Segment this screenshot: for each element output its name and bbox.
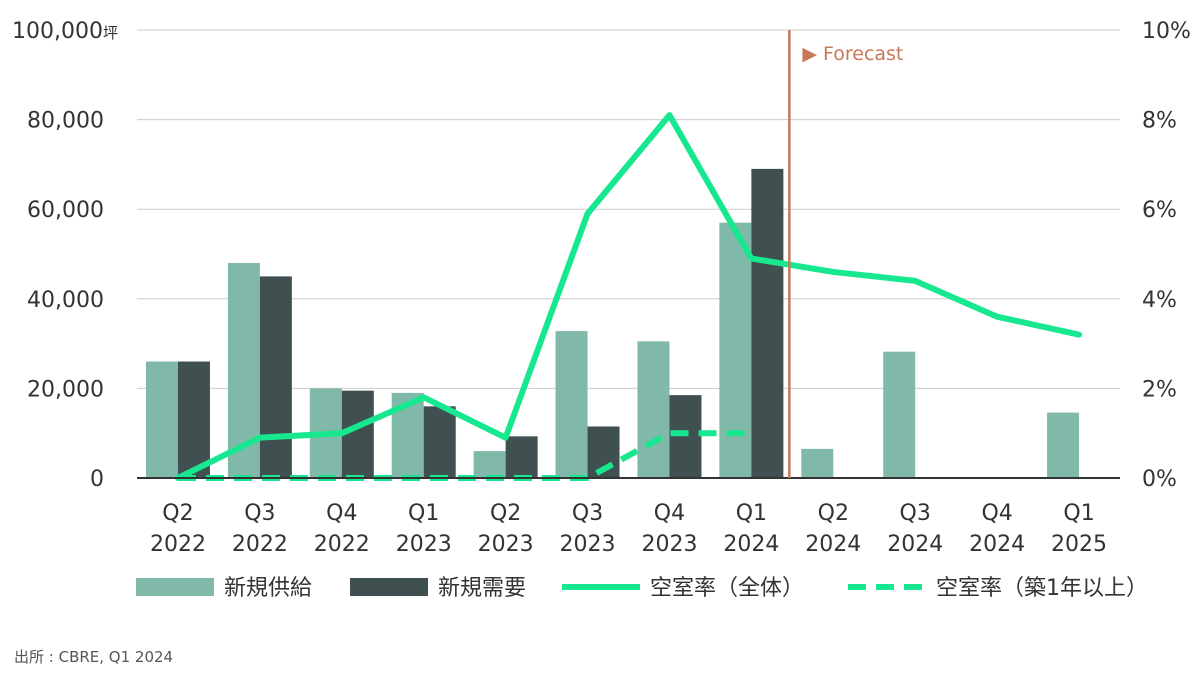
x-tick-quarter: Q3 — [244, 501, 275, 526]
legend-vacancy-total-label: 空室率（全体） — [650, 576, 804, 601]
x-tick-quarter: Q4 — [326, 501, 357, 526]
x-tick-year: 2023 — [641, 532, 697, 557]
bar-new-demand — [669, 395, 702, 478]
x-tick-quarter: Q1 — [736, 501, 767, 526]
right-axis-tick-label: 8% — [1142, 109, 1177, 134]
x-tick-quarter: Q4 — [981, 501, 1012, 526]
x-tick-quarter: Q3 — [900, 501, 931, 526]
x-tick-quarter: Q1 — [1063, 501, 1094, 526]
legend-new-supply-swatch — [136, 578, 214, 596]
legend-vacancy-1yr-plus-label: 空室率（築1年以上） — [936, 576, 1148, 601]
bar-new-demand — [341, 390, 374, 478]
right-axis-tick-label: 10% — [1142, 19, 1191, 44]
bar-new-supply — [637, 341, 670, 478]
legend: 新規供給 新規需要 空室率（全体） 空室率（築1年以上） — [136, 576, 1148, 601]
x-tick-quarter: Q1 — [408, 501, 439, 526]
x-tick-quarter: Q4 — [654, 501, 685, 526]
x-tick-year: 2022 — [150, 532, 206, 557]
x-tick-year: 2023 — [396, 532, 452, 557]
left-axis-unit: 坪 — [103, 24, 118, 42]
bar-new-supply — [801, 448, 834, 478]
source-note: 出所 : CBRE, Q1 2024 — [14, 648, 174, 666]
x-tick-quarter: Q2 — [818, 501, 849, 526]
right-axis-tick-label: 4% — [1142, 288, 1177, 313]
right-axis-tick-label: 0% — [1142, 467, 1177, 492]
x-tick-quarter: Q3 — [572, 501, 603, 526]
right-axis-tick-label: 2% — [1142, 377, 1177, 402]
right-axis-tick-label: 6% — [1142, 198, 1177, 223]
x-tick-year: 2024 — [805, 532, 861, 557]
bar-new-demand — [259, 276, 292, 478]
left-axis-tick-label: 40,000 — [27, 288, 104, 313]
x-tick-year: 2025 — [1051, 532, 1107, 557]
x-tick-year: 2024 — [969, 532, 1025, 557]
bar-new-supply — [1047, 412, 1080, 478]
x-tick-year: 2023 — [560, 532, 616, 557]
left-axis-tick-label: 20,000 — [27, 377, 104, 402]
bar-new-demand — [423, 406, 456, 478]
bar-new-supply — [145, 361, 178, 478]
bar-new-supply — [719, 222, 752, 478]
bar-new-supply — [473, 451, 506, 478]
bar-new-demand — [751, 168, 784, 478]
left-axis-tick-label: 100,000坪 — [12, 19, 118, 44]
bar-new-demand — [177, 361, 210, 478]
legend-new-demand-swatch — [350, 578, 428, 596]
left-axis-tick-label: 0 — [90, 467, 104, 492]
legend-new-supply-label: 新規供給 — [224, 576, 312, 601]
x-tick-year: 2023 — [478, 532, 534, 557]
x-tick-quarter: Q2 — [490, 501, 521, 526]
x-tick-year: 2022 — [232, 532, 288, 557]
bars — [145, 168, 1080, 478]
bar-new-demand — [505, 436, 538, 478]
forecast-label: ▶ Forecast — [802, 43, 903, 65]
line-vacancy-total — [174, 112, 1083, 481]
x-tick-year: 2024 — [887, 532, 943, 557]
legend-new-demand-label: 新規需要 — [438, 576, 526, 601]
x-tick-year: 2024 — [723, 532, 779, 557]
left-axis-tick-label: 80,000 — [27, 109, 104, 134]
bar-new-supply — [555, 331, 588, 478]
x-tick-quarter: Q2 — [162, 501, 193, 526]
left-axis-tick-label: 60,000 — [27, 198, 104, 223]
axes: 0 0% 20,000 2% 40,000 4% 60,000 6% 80,000 8% 100,0… — [12, 19, 1191, 557]
bar-new-supply — [883, 351, 916, 478]
x-tick-year: 2022 — [314, 532, 370, 557]
forecast-marker: ▶ Forecast — [788, 30, 903, 478]
